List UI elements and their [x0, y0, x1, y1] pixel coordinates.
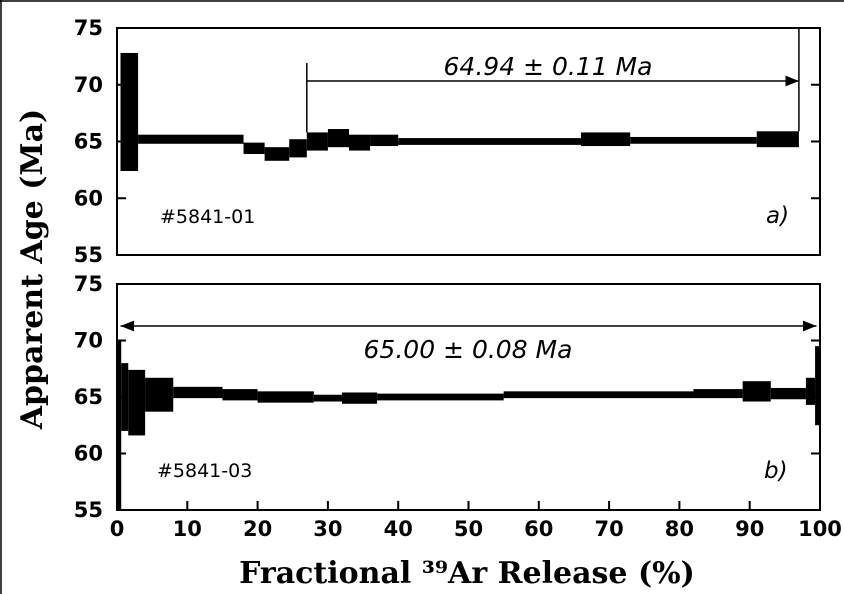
age-step — [377, 393, 504, 401]
age-step — [341, 392, 378, 404]
x-tick-label: 30 — [313, 517, 342, 541]
age-step — [243, 142, 265, 154]
age-step — [145, 377, 174, 412]
panel-b-sample-id: #5841-03 — [157, 460, 252, 482]
y-tick-label: 75 — [74, 16, 103, 40]
y-tick-label: 55 — [74, 243, 103, 267]
panel-a-sample-id: #5841-01 — [160, 206, 255, 228]
y-tick-label: 75 — [74, 272, 103, 296]
age-step — [398, 138, 581, 145]
age-step — [805, 377, 816, 405]
x-tick-label: 40 — [384, 517, 413, 541]
age-step — [770, 387, 806, 400]
y-tick-label: 70 — [74, 329, 103, 353]
y-tick-label: 60 — [74, 186, 103, 210]
panel-b-y-ticks: 55 60 65 70 75 — [74, 272, 820, 522]
age-step — [128, 369, 146, 436]
age-step — [117, 340, 122, 510]
age-step — [120, 52, 139, 172]
y-tick-label: 55 — [74, 498, 103, 522]
y-tick-label: 65 — [74, 385, 103, 409]
age-step — [370, 134, 399, 147]
age-step — [580, 132, 631, 147]
age-step — [348, 134, 371, 151]
y-tick-label: 60 — [74, 442, 103, 466]
age-step — [815, 346, 820, 426]
panel-a-plateau-label: 64.94 ± 0.11 Ma — [444, 52, 653, 81]
age-step — [306, 132, 328, 151]
x-tick-label: 20 — [243, 517, 272, 541]
y-tick-label: 65 — [74, 130, 103, 154]
panel-b: 55 60 65 70 75 0 10 20 30 40 50 60 70 80 90 100 65.00 … — [74, 272, 842, 541]
panel-a-y-ticks: 55 60 65 70 75 — [74, 16, 820, 267]
age-step — [503, 391, 694, 399]
panel-a-tag: a) — [766, 203, 789, 229]
x-tick-label: 10 — [173, 517, 202, 541]
age-step — [289, 139, 307, 158]
age-step — [756, 131, 799, 148]
x-tick-label: 50 — [454, 517, 483, 541]
panel-b-x-ticks: 0 10 20 30 40 50 60 70 80 90 100 — [110, 501, 842, 541]
x-axis-title: Fractional ³⁹Ar Release (%) — [239, 556, 695, 591]
age-step — [742, 381, 771, 402]
age-step — [264, 147, 290, 161]
x-tick-label: 90 — [735, 517, 764, 541]
y-axis-title: Apparent Age (Ma) — [15, 109, 50, 431]
x-tick-label: 70 — [594, 517, 623, 541]
x-tick-label: 100 — [798, 517, 842, 541]
x-tick-label: 0 — [110, 517, 125, 541]
age-step — [313, 394, 342, 402]
age-step — [257, 391, 314, 403]
panel-b-plateau-label: 65.00 ± 0.08 Ma — [364, 335, 573, 364]
age-step — [138, 134, 244, 144]
age-step — [630, 136, 757, 144]
age-step — [693, 389, 743, 399]
age-step — [173, 386, 223, 399]
panel-b-steps — [117, 340, 820, 510]
panel-a-steps — [120, 52, 799, 172]
panel-b-tag: b) — [764, 458, 788, 484]
age-step — [327, 129, 349, 148]
x-tick-label: 60 — [524, 517, 553, 541]
age-step — [222, 389, 258, 401]
y-tick-label: 70 — [74, 73, 103, 97]
panel-a: 55 60 65 70 75 64.94 ± 0.11 Ma #5841-01 a) — [74, 16, 821, 267]
age-step — [121, 363, 129, 431]
x-tick-label: 80 — [665, 517, 694, 541]
